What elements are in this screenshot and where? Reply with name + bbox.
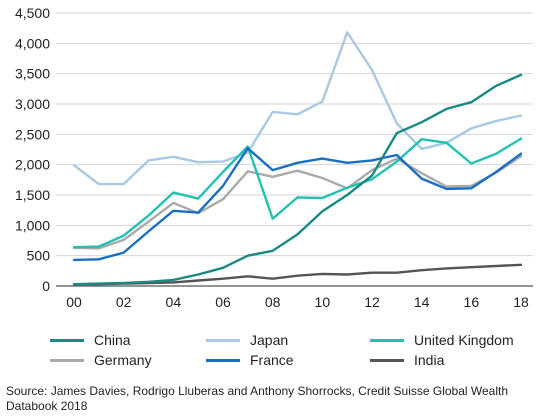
series-line-france — [72, 147, 523, 262]
legend-item-germany: Germany — [50, 351, 152, 369]
legend-swatch — [50, 358, 84, 362]
y-tick-label: 1,500 — [15, 187, 50, 203]
x-tick-label: 06 — [215, 294, 231, 310]
legend-swatch — [206, 338, 240, 342]
series-line-china — [72, 73, 523, 286]
x-tick-label: 12 — [364, 294, 380, 310]
y-tick-label: 500 — [27, 248, 51, 264]
x-tick-label: 18 — [513, 294, 529, 310]
legend-item-india: India — [370, 351, 444, 369]
legend-label: Germany — [94, 352, 152, 368]
y-tick-label: 2,000 — [15, 157, 50, 173]
x-tick-label: 02 — [116, 294, 132, 310]
y-tick-label: 1,000 — [15, 217, 50, 233]
y-tick-label: 4,000 — [15, 35, 50, 51]
x-tick-label: 08 — [265, 294, 281, 310]
line-chart: 0 500 1,000 1,500 2,000 2,500 3,000 3,500 4,000 4… — [15, 5, 533, 310]
series-line-japan — [72, 31, 523, 186]
legend-swatch — [206, 358, 240, 362]
legend-label: France — [250, 352, 294, 368]
legend-swatch — [370, 338, 404, 342]
legend-item-france: France — [206, 351, 294, 369]
legend-swatch — [50, 338, 84, 342]
y-tick-label: 0 — [42, 278, 50, 294]
y-tick-label: 4,500 — [15, 5, 50, 21]
series-line-united-kingdom — [72, 137, 523, 249]
x-tick-label: 10 — [315, 294, 331, 310]
y-tick-label: 3,000 — [15, 96, 50, 112]
legend-item-china: China — [50, 331, 131, 349]
legend-item-japan: Japan — [206, 331, 288, 349]
x-tick-label: 00 — [66, 294, 82, 310]
legend-item-united-kingdom: United Kingdom — [370, 331, 514, 349]
x-tick-label: 04 — [166, 294, 182, 310]
legend-swatch — [370, 358, 404, 362]
legend-label: United Kingdom — [414, 332, 514, 348]
legend-label: China — [94, 332, 131, 348]
y-tick-label: 2,500 — [15, 126, 50, 142]
legend-label: India — [414, 352, 445, 368]
x-tick-label: 14 — [414, 294, 430, 310]
y-tick-label: 3,500 — [15, 66, 50, 82]
chart-legend: China Japan United Kingdom Germany France Ind… — [0, 324, 550, 376]
series-line-germany — [72, 154, 523, 250]
x-tick-label: 16 — [464, 294, 480, 310]
source-note: Source: James Davies, Rodrigo Lluberas a… — [6, 384, 509, 413]
legend-label: Japan — [250, 332, 289, 348]
